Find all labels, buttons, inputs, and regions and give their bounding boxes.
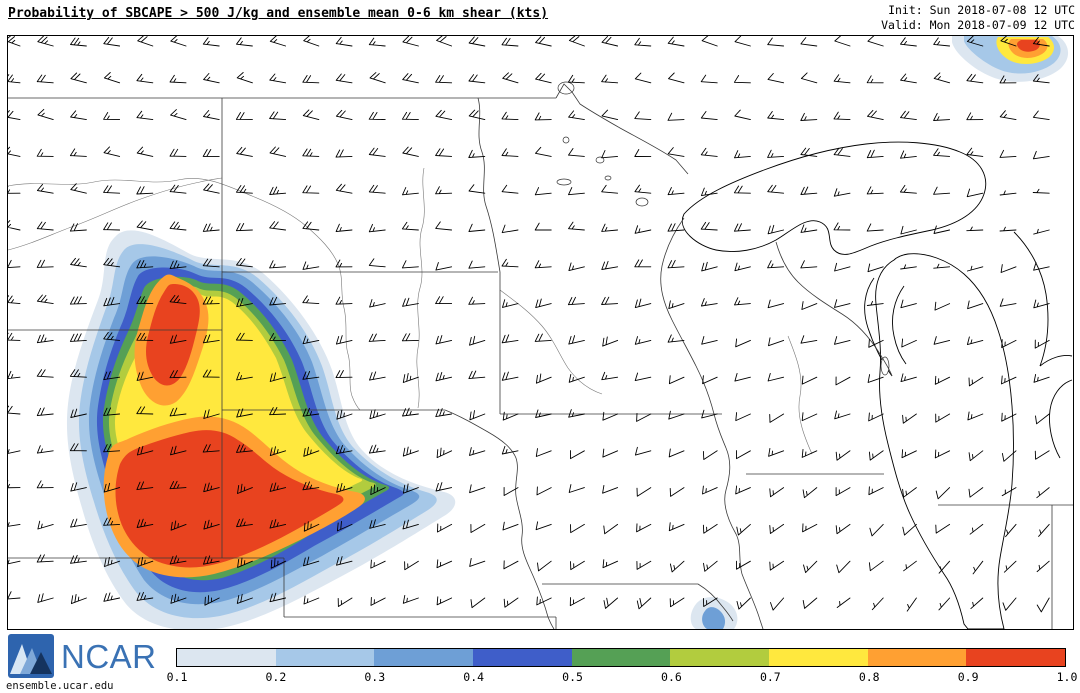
colorbar-segment	[571, 649, 671, 666]
colorbar-segment	[867, 649, 967, 666]
colorbar-segment	[473, 649, 572, 666]
colorbar-segment	[177, 649, 276, 666]
site-url: ensemble.ucar.edu	[6, 680, 114, 692]
ncar-wordmark: NCAR	[61, 637, 157, 675]
colorbar-tick-label: 0.1	[166, 670, 188, 684]
colorbar-tick-label: 0.8	[858, 670, 880, 684]
colorbar-segment	[374, 649, 474, 666]
map-canvas	[8, 36, 1073, 629]
state-borders	[8, 83, 1073, 629]
colorbar-segment	[275, 649, 375, 666]
rivers	[8, 167, 813, 455]
colorbar-tick-label: 0.4	[463, 670, 485, 684]
colorbar-tick-label: 0.7	[759, 670, 781, 684]
colorbar-tick-label: 0.5	[562, 670, 583, 684]
ncar-logo: NCAR	[8, 634, 157, 678]
page-title: Probability of SBCAPE > 500 J/kg and ens…	[8, 6, 549, 21]
colorbar-tick-label: 0.3	[364, 670, 386, 684]
run-times: Init: Sun 2018-07-08 12 UTC Valid: Mon 2…	[881, 3, 1075, 33]
colorbar-segment	[966, 649, 1066, 666]
colorbar-segment	[670, 649, 770, 666]
forecast-map	[7, 35, 1074, 630]
colorbar-tick-label: 0.9	[957, 670, 979, 684]
lakes	[556, 81, 1073, 629]
colorbar-tick-label: 1.0	[1056, 670, 1078, 684]
colorbar-labels: 0.1 0.2 0.3 0.4 0.5 0.6 0.7 0.8 0.9 1.0	[167, 670, 1078, 684]
colorbar-tick-label: 0.2	[265, 670, 287, 684]
init-time: Init: Sun 2018-07-08 12 UTC	[888, 3, 1075, 17]
colorbar-tick-label: 0.6	[661, 670, 682, 684]
ncar-logo-icon	[8, 634, 54, 678]
colorbar	[176, 648, 1066, 667]
valid-time: Valid: Mon 2018-07-09 12 UTC	[881, 18, 1075, 33]
wind-barbs	[8, 36, 1050, 613]
colorbar-segment	[769, 649, 868, 666]
